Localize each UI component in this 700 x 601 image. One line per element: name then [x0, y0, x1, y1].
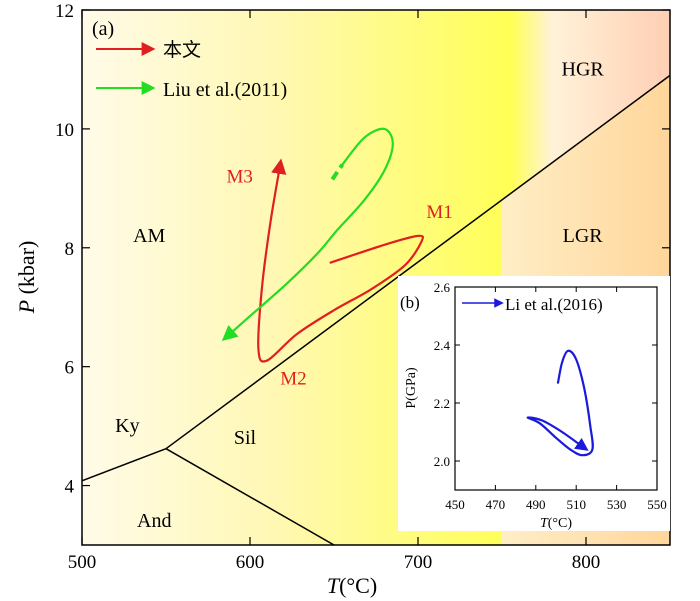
inset-y-tick-label: 2.2 — [434, 396, 450, 411]
panel-a-ticks: 500 600 700 800 4 6 8 10 12 — [55, 1, 670, 573]
field-label-lgr: LGR — [563, 225, 604, 247]
phase-boundaries — [82, 74, 670, 545]
boundary-ky-sil — [82, 447, 167, 482]
phase-label-m3: M3 — [226, 166, 252, 187]
x-axis-unit: (°C) — [339, 573, 377, 598]
y-axis-symbol: P — [14, 300, 39, 314]
y-tick-label: 4 — [65, 477, 75, 498]
panel-b-frame — [454, 286, 658, 491]
inset-x-tick-label: 530 — [607, 497, 627, 512]
inset-x-tick-label: 490 — [526, 497, 546, 512]
panel-b-background — [398, 276, 670, 531]
series-path-liu-2011 — [221, 127, 394, 341]
inset-y-tick-label: 2.4 — [434, 338, 451, 353]
inset-y-axis-title: P(GPa) — [404, 367, 419, 409]
inset-x-axis-title: T(°C) — [540, 516, 572, 531]
field-label-ky: Ky — [115, 415, 139, 437]
phase-labels: M1 M2 M3 — [226, 166, 452, 389]
y-tick-label: 10 — [55, 120, 74, 141]
panel-b-label: (b) — [400, 293, 420, 312]
y-tick-label: 8 — [65, 239, 75, 260]
y-axis-title: P (kbar) — [14, 241, 39, 315]
x-axis-title: T(°C) — [327, 573, 377, 598]
field-labels: AM Ky Sil And HGR LGR — [115, 58, 604, 532]
x-tick-label: 800 — [572, 552, 601, 573]
x-tick-label: 700 — [404, 552, 433, 573]
field-label-am: AM — [133, 225, 165, 247]
series-path-this-study — [257, 158, 425, 363]
inset-x-tick-label: 450 — [445, 497, 465, 512]
legend-label-this-study: 本文 — [163, 39, 201, 61]
inset-x-tick-label: 470 — [486, 497, 506, 512]
legend-label-liu-2011: Liu et al.(2011) — [163, 79, 287, 101]
boundary-ky-and — [165, 74, 670, 450]
field-label-sil: Sil — [234, 427, 257, 449]
y-axis-unit: (kbar) — [14, 241, 39, 300]
panel-b-series — [526, 349, 594, 457]
panel-b-ticks: 450 470 490 510 530 550 2.0 2.2 2.4 2.6 — [434, 280, 667, 512]
panel-a-label: (a) — [92, 18, 114, 40]
x-axis-symbol: T — [327, 573, 341, 598]
y-tick-label: 12 — [55, 1, 74, 22]
inset-x-tick-label: 510 — [566, 497, 586, 512]
inset-y-tick-label: 2.0 — [434, 454, 450, 469]
inset-x-axis-symbol: T — [540, 516, 549, 531]
boundary-sil-and — [165, 448, 335, 545]
phase-label-m2: M2 — [280, 369, 306, 390]
inset-x-tick-label: 550 — [647, 497, 667, 512]
panel-a-series — [221, 127, 425, 363]
inset-x-axis-unit: (°C) — [548, 516, 573, 531]
inset-y-tick-label: 2.6 — [434, 280, 451, 295]
legend-a: 本文 Liu et al.(2011) — [96, 39, 287, 101]
series-path-li-2016 — [526, 349, 594, 457]
legend-label-li-2016: Li et al.(2016) — [505, 295, 603, 314]
series-path-liu-2011-dashed — [330, 163, 345, 181]
x-tick-label: 600 — [236, 552, 265, 573]
field-label-and: And — [137, 510, 171, 532]
y-tick-label: 6 — [65, 358, 75, 379]
field-label-hgr: HGR — [562, 58, 605, 80]
x-tick-label: 500 — [68, 552, 97, 573]
phase-label-m1: M1 — [426, 202, 452, 223]
